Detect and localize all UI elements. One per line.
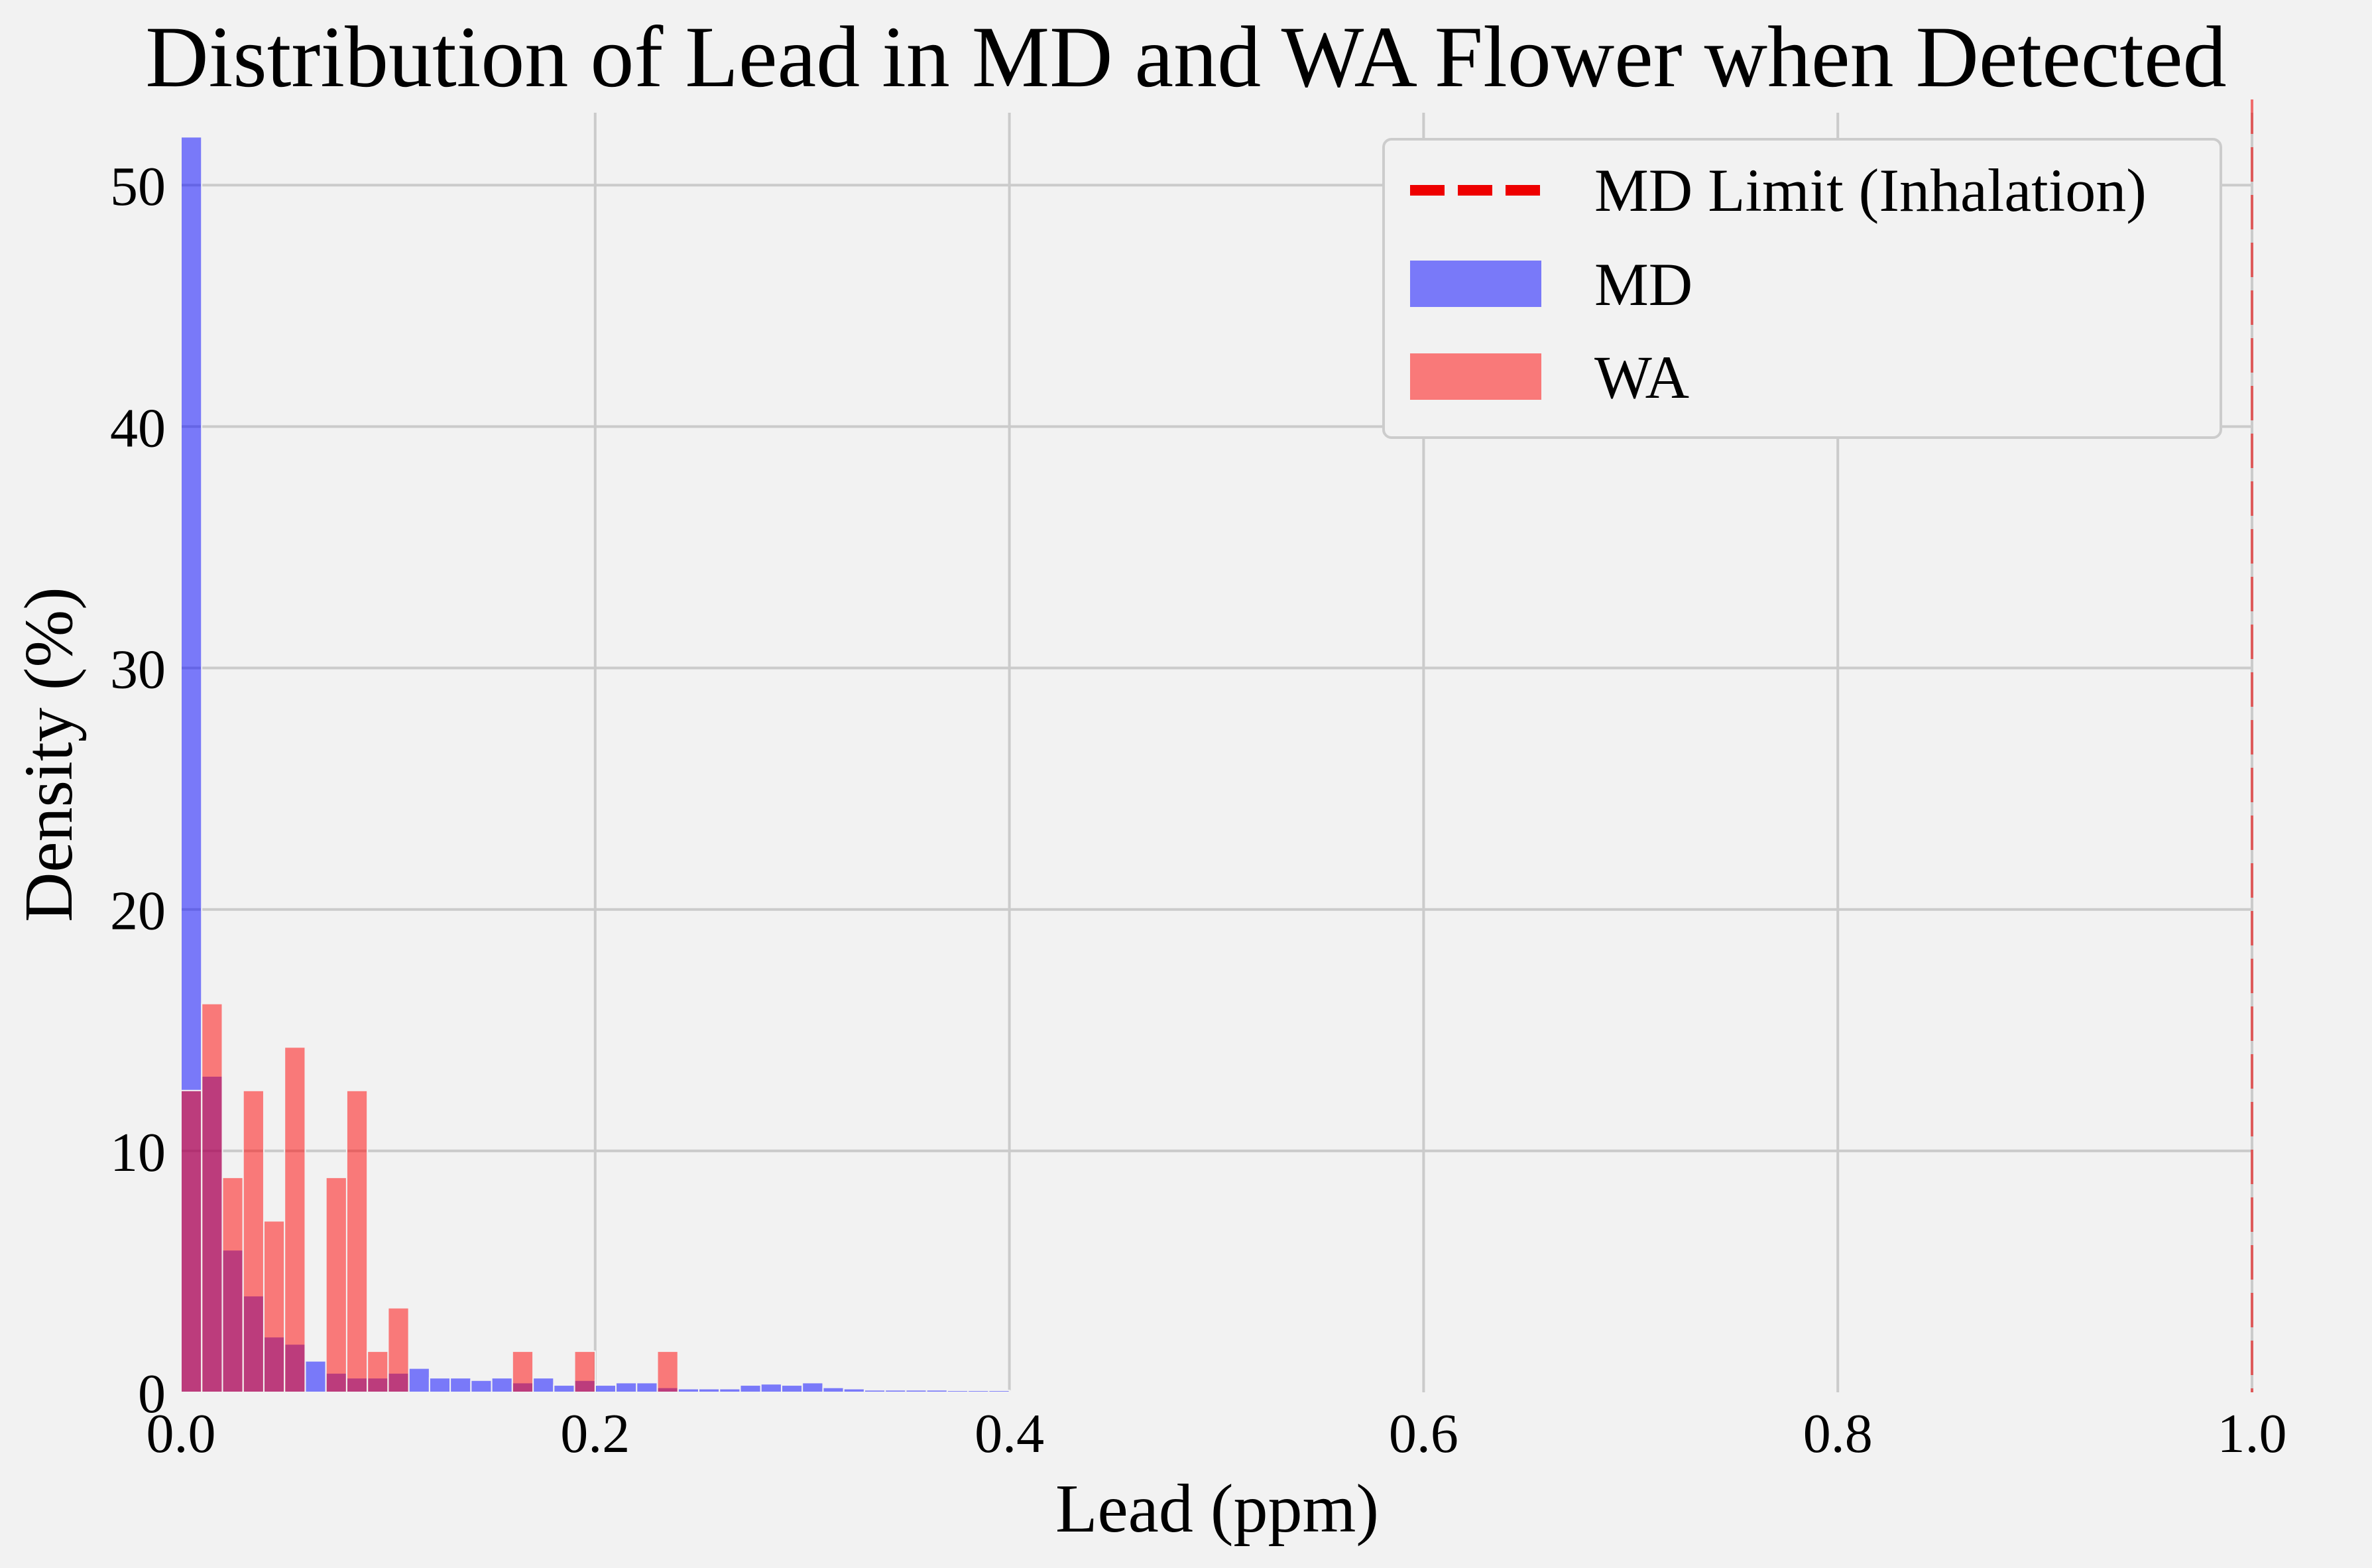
md-bar [677,1388,700,1394]
x-tick-label: 0.6 [1389,1403,1458,1465]
md-bar [615,1382,638,1394]
wa-bar [263,1220,286,1394]
wa-bar [511,1351,534,1394]
md-bar [760,1383,782,1393]
md-bar [780,1384,803,1393]
md-bar [967,1390,990,1394]
md-bar [553,1384,575,1393]
series-wa-bars [180,1002,679,1394]
y-axis-label: Density (%) [11,587,87,922]
legend-box [1382,138,2222,439]
md-bar [843,1388,865,1394]
md-bar [470,1379,493,1394]
md-bar [739,1384,762,1393]
x-tick-label: 0.8 [1803,1403,1873,1465]
md-bar [905,1389,927,1393]
y-tick-label: 50 [110,156,166,217]
md-bar [428,1377,451,1393]
wa-bar [387,1307,410,1393]
md-bar [988,1390,1010,1394]
x-tick-label: 0.0 [147,1403,216,1465]
md-bar [1071,1390,1093,1393]
md-bar [884,1389,907,1393]
wa-bar [367,1351,389,1394]
md-bar [304,1360,327,1394]
x-tick-label: 1.0 [2218,1403,2287,1465]
md-bar [822,1386,845,1394]
md-bar [1029,1390,1052,1393]
y-tick-label: 30 [110,639,166,701]
md-bar [946,1390,969,1394]
md-bar [1008,1390,1031,1393]
md-bar [636,1382,658,1394]
legend-md-label: MD [1594,251,1692,318]
wa-bar [656,1351,679,1394]
y-tick-label: 20 [110,880,166,942]
wa-bar [345,1089,369,1393]
y-tick-labels: 0 10 20 30 40 50 [110,156,166,1425]
chart-title: Distribution of Lead in MD and WA Flower… [145,8,2226,105]
md-bar [801,1382,824,1394]
md-bar [698,1388,721,1394]
wa-bar [284,1046,306,1393]
x-tick-label: 0.2 [560,1403,630,1465]
wa-bar [242,1089,265,1393]
md-bar [1091,1390,1114,1393]
y-tick-label: 10 [110,1122,166,1183]
legend-wa-label: WA [1594,343,1689,411]
md-bar [449,1377,472,1393]
x-tick-label: 0.4 [975,1403,1044,1465]
wa-bar [180,1089,203,1393]
legend-md-swatch [1410,261,1541,307]
wa-bar [201,1002,223,1394]
md-bar [925,1389,948,1393]
md-bar [594,1384,617,1393]
md-bar [408,1367,430,1394]
md-bar [532,1377,555,1393]
md-bar [491,1377,513,1393]
y-tick-label: 40 [110,397,166,459]
md-bar [863,1389,886,1393]
legend-md-limit-label: MD Limit (Inhalation) [1594,156,2147,224]
wa-bar [221,1176,244,1393]
x-tick-labels: 0.0 0.2 0.4 0.6 0.8 1.0 [147,1403,2287,1465]
y-tick-label: 0 [138,1363,166,1425]
x-axis-label: Lead (ppm) [1055,1471,1379,1547]
wa-bar [573,1351,596,1394]
legend: MD Limit (Inhalation) MD WA [1382,138,2222,439]
md-bar [719,1388,741,1394]
wa-bar [325,1176,347,1393]
legend-wa-swatch [1410,353,1541,400]
